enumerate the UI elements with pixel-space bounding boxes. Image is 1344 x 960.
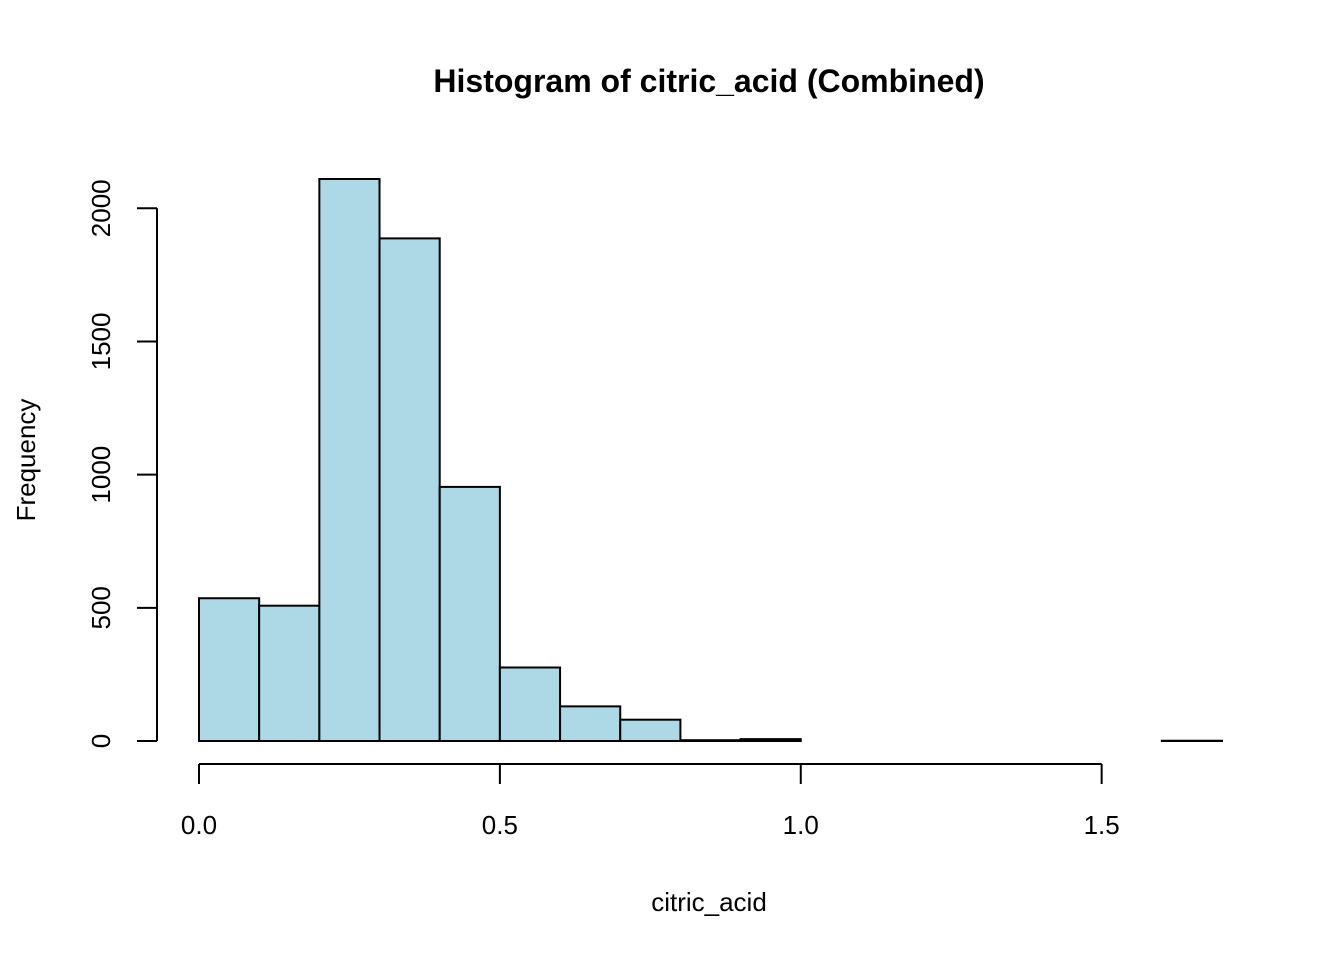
chart-title: Histogram of citric_acid (Combined) [433, 63, 984, 99]
histogram-bar [318, 178, 381, 742]
histogram-bar [378, 237, 441, 742]
y-tick-label: 1000 [86, 446, 116, 504]
histogram-bar [739, 738, 802, 743]
y-axis-label: Frequency [11, 399, 41, 522]
histogram-bar [559, 705, 622, 742]
x-axis-label: citric_acid [651, 887, 767, 917]
histogram-bar [498, 666, 562, 742]
x-tick-label: 0.5 [482, 810, 518, 840]
y-tick-label: 500 [86, 586, 116, 629]
y-tick-label: 1500 [86, 313, 116, 371]
histogram-bar [258, 604, 321, 743]
histogram-bar [679, 739, 742, 742]
x-tick-label: 1.0 [783, 810, 819, 840]
x-axis: 0.0 0.5 1.0 1.5 [181, 763, 1120, 840]
y-tick-label: 2000 [86, 179, 116, 237]
x-tick-label: 1.5 [1084, 810, 1120, 840]
histogram-bar [619, 718, 682, 743]
bars-group [198, 178, 1223, 743]
y-tick-label: 0 [86, 734, 116, 748]
histogram-bar [438, 485, 501, 742]
histogram-bar [198, 597, 261, 742]
y-axis: 0 500 1000 1500 2000 [86, 179, 158, 748]
x-tick-label: 0.0 [181, 810, 217, 840]
